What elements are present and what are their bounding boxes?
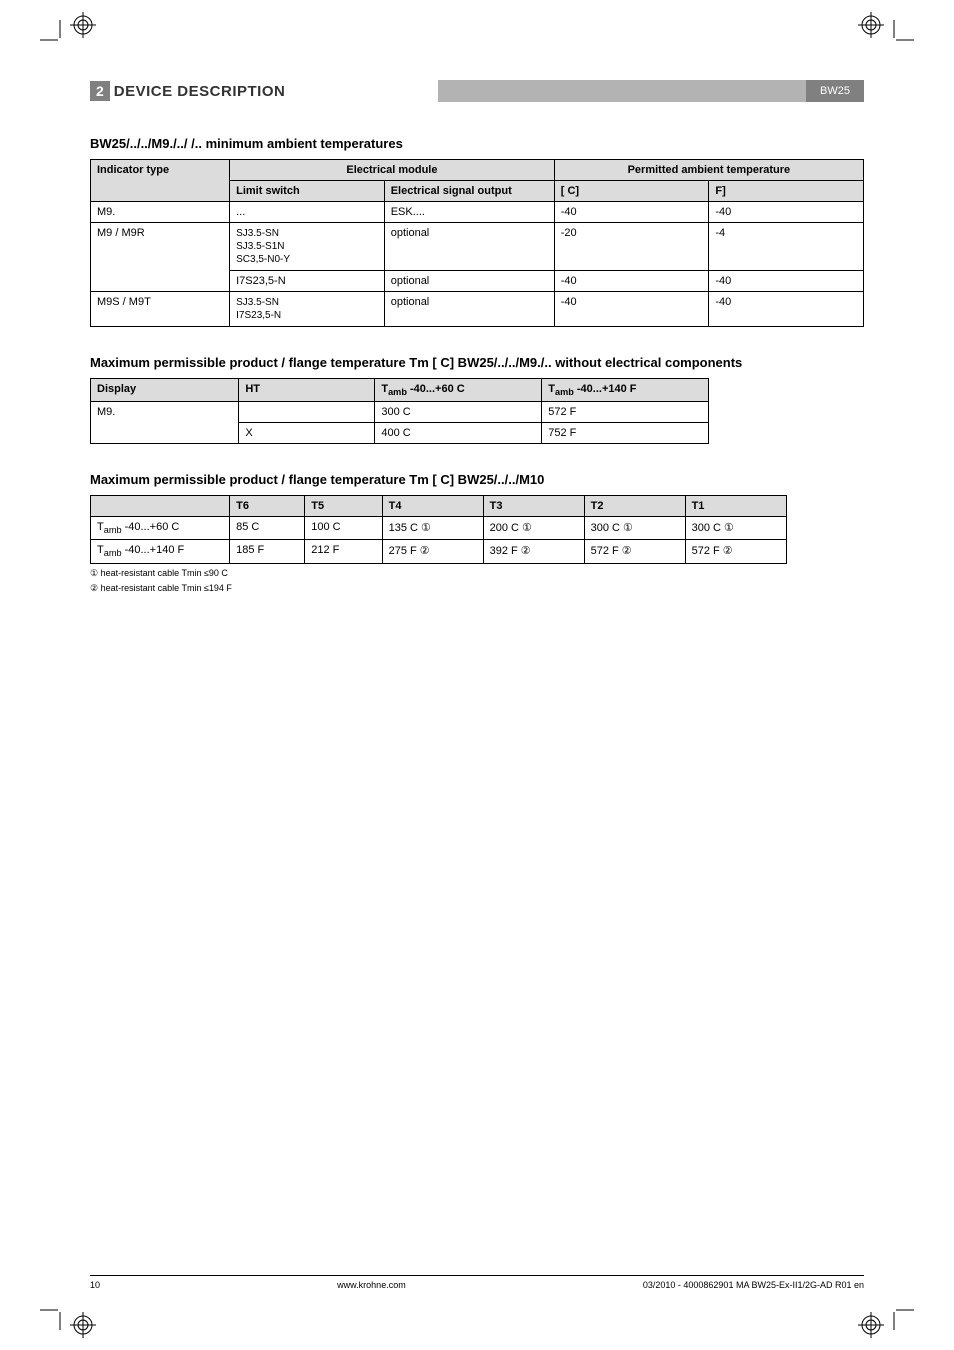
table-max-flange-m9: Display HT Tamb -40...+60 C Tamb -40...+…: [90, 378, 709, 444]
cell: optional: [384, 223, 554, 271]
crop-mark-tl: [40, 20, 70, 50]
cell: SJ3.5-SN I7S23,5-N: [230, 292, 385, 327]
th-permitted: Permitted ambient temperature: [554, 160, 863, 181]
th-t3: T3: [483, 496, 584, 517]
th-display: Display: [91, 379, 239, 402]
cell: 392 F ②: [483, 540, 584, 563]
footnote-1: ① heat-resistant cable Tmin ≤90 C: [90, 568, 864, 579]
cell: -40: [554, 271, 709, 292]
reg-mark-tr: [858, 12, 884, 38]
th-t5: T5: [305, 496, 382, 517]
table-max-flange-m10: T6 T5 T4 T3 T2 T1 Tamb -40...+60 C 85 C …: [90, 495, 787, 563]
cell: 135 C ①: [382, 517, 483, 540]
th-limit: Limit switch: [230, 181, 385, 202]
footer-doc: 03/2010 - 4000862901 MA BW25-Ex-II1/2G-A…: [643, 1280, 864, 1290]
table-row: M9. 300 C 572 F: [91, 402, 709, 423]
cell: -40: [709, 271, 864, 292]
th-t1: T1: [685, 496, 786, 517]
cell: 572 F ②: [685, 540, 786, 563]
table-row: Tamb -40...+60 C 85 C 100 C 135 C ① 200 …: [91, 517, 787, 540]
th-ht: HT: [239, 379, 375, 402]
table-row: M9S / M9T SJ3.5-SN I7S23,5-N optional -4…: [91, 292, 864, 327]
cell: 400 C: [375, 423, 542, 444]
cell: -40: [554, 292, 709, 327]
th-blank: [91, 496, 230, 517]
range: -40...+60 C: [122, 521, 180, 533]
range: -40...+140 F: [574, 383, 637, 395]
range: -40...+60 C: [407, 383, 465, 395]
cell: -40: [709, 292, 864, 327]
cell: M9 / M9R: [91, 223, 230, 292]
row-label: Tamb -40...+140 F: [91, 540, 230, 563]
cell: 300 C: [375, 402, 542, 423]
table-row: M9 / M9R SJ3.5-SN SJ3.5-S1N SC3,5-N0-Y o…: [91, 223, 864, 271]
cell: -40: [554, 202, 709, 223]
th-t6: T6: [230, 496, 305, 517]
table1-title: BW25/../../M9./../ /.. minimum ambient t…: [90, 136, 864, 151]
table3-title: Maximum permissible product / flange tem…: [90, 472, 864, 487]
cell: 85 C: [230, 517, 305, 540]
cell: optional: [384, 292, 554, 327]
th-t2: T2: [584, 496, 685, 517]
header-gray-bar: [438, 80, 864, 102]
th-tamb-c: Tamb -40...+60 C: [375, 379, 542, 402]
cell: [239, 402, 375, 423]
th-emodule: Electrical module: [230, 160, 555, 181]
table-row: Tamb -40...+140 F 185 F 212 F 275 F ② 39…: [91, 540, 787, 563]
table-row: M9. ... ESK.... -40 -40: [91, 202, 864, 223]
sub: amb: [555, 387, 574, 397]
cell: -20: [554, 223, 709, 271]
cell: M9S / M9T: [91, 292, 230, 327]
cell: 572 F ②: [584, 540, 685, 563]
crop-mark-br: [884, 1300, 914, 1330]
crop-mark-tr: [884, 20, 914, 50]
footer-url: www.krohne.com: [337, 1280, 406, 1290]
cell: -40: [709, 202, 864, 223]
th-tamb-f: Tamb -40...+140 F: [542, 379, 709, 402]
cell: SJ3.5-SN SJ3.5-S1N SC3,5-N0-Y: [230, 223, 385, 271]
cell: optional: [384, 271, 554, 292]
cell: 200 C ①: [483, 517, 584, 540]
table-min-ambient: Indicator type Electrical module Permitt…: [90, 159, 864, 327]
th-t4: T4: [382, 496, 483, 517]
cell: -4: [709, 223, 864, 271]
cell: 212 F: [305, 540, 382, 563]
table2-title: Maximum permissible product / flange tem…: [90, 355, 864, 370]
th-c: [ C]: [554, 181, 709, 202]
cell: 752 F: [542, 423, 709, 444]
cell: M9.: [91, 202, 230, 223]
sub: amb: [104, 525, 122, 535]
cell: 300 C ①: [584, 517, 685, 540]
cell: M9.: [91, 402, 239, 444]
cell: 300 C ①: [685, 517, 786, 540]
section-title: DEVICE DESCRIPTION: [114, 83, 286, 100]
section-number: 2: [90, 81, 110, 101]
range: -40...+140 F: [122, 544, 185, 556]
cell: X: [239, 423, 375, 444]
cell: 185 F: [230, 540, 305, 563]
cell: 275 F ②: [382, 540, 483, 563]
page-number: 10: [90, 1280, 100, 1290]
cell: I7S23,5-N: [230, 271, 385, 292]
page-footer: 10 www.krohne.com 03/2010 - 4000862901 M…: [90, 1275, 864, 1290]
page-header: BW25 2 DEVICE DESCRIPTION: [90, 80, 864, 108]
row-label: Tamb -40...+60 C: [91, 517, 230, 540]
footnote-2: ② heat-resistant cable Tmin ≤194 F: [90, 583, 864, 594]
reg-mark-bl: [70, 1312, 96, 1338]
th-indicator: Indicator type: [91, 160, 230, 202]
cell: ...: [230, 202, 385, 223]
reg-mark-tl: [70, 12, 96, 38]
sub: amb: [104, 549, 122, 559]
cell: ESK....: [384, 202, 554, 223]
crop-mark-bl: [40, 1300, 70, 1330]
cell: 572 F: [542, 402, 709, 423]
cell: 100 C: [305, 517, 382, 540]
th-signal: Electrical signal output: [384, 181, 554, 202]
sub: amb: [388, 387, 407, 397]
header-badge: BW25: [806, 80, 864, 102]
th-f: F]: [709, 181, 864, 202]
reg-mark-br: [858, 1312, 884, 1338]
